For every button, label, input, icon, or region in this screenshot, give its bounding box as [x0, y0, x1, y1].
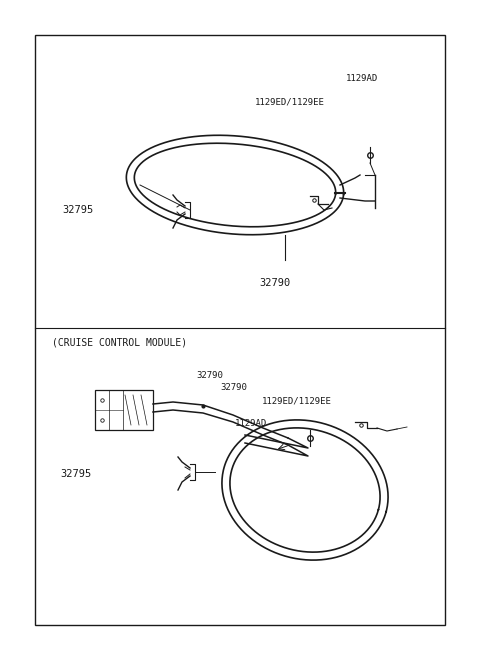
Text: 32795: 32795: [60, 469, 91, 480]
Text: 1129AD: 1129AD: [346, 74, 378, 83]
Text: 1129AD: 1129AD: [235, 419, 267, 428]
Text: 32795: 32795: [62, 205, 94, 215]
Text: 32790: 32790: [197, 371, 224, 380]
Text: (CRUISE CONTROL MODULE): (CRUISE CONTROL MODULE): [52, 338, 187, 348]
Text: 1129ED/1129EE: 1129ED/1129EE: [262, 396, 332, 405]
Text: 32790: 32790: [259, 277, 290, 288]
Bar: [35, 35, 445, 625]
Text: 32790: 32790: [221, 383, 248, 392]
Bar: [95, 390, 153, 430]
Text: 1129ED/1129EE: 1129ED/1129EE: [254, 97, 324, 106]
